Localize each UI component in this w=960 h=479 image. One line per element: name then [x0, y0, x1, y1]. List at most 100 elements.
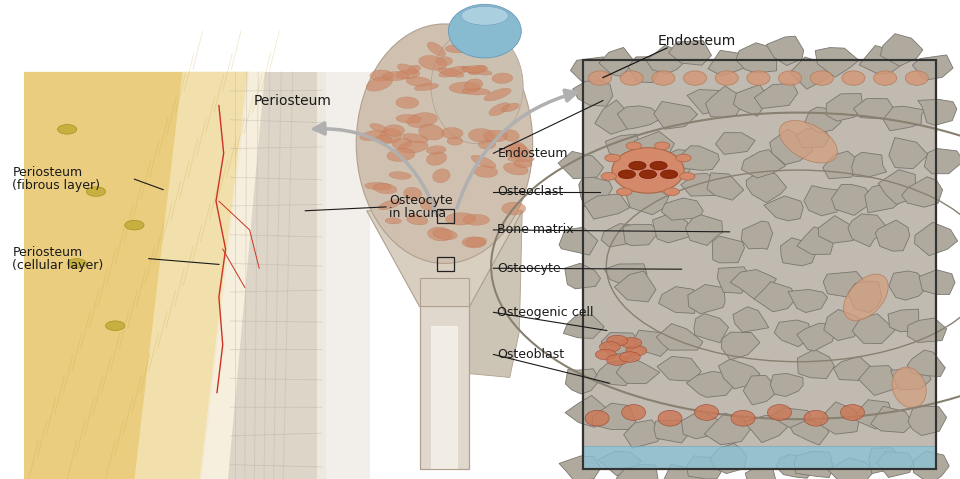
Polygon shape: [853, 99, 896, 119]
Ellipse shape: [892, 367, 926, 408]
Polygon shape: [469, 211, 522, 377]
Ellipse shape: [484, 130, 508, 142]
Circle shape: [626, 345, 647, 356]
Polygon shape: [918, 99, 957, 125]
Polygon shape: [584, 194, 630, 219]
Bar: [367, 72, 373, 479]
Circle shape: [626, 142, 641, 149]
Polygon shape: [686, 456, 724, 479]
Ellipse shape: [427, 42, 445, 57]
Ellipse shape: [462, 66, 488, 73]
Ellipse shape: [360, 130, 387, 140]
Polygon shape: [865, 183, 903, 213]
Ellipse shape: [439, 66, 469, 77]
Ellipse shape: [503, 130, 519, 141]
Polygon shape: [564, 263, 601, 289]
Polygon shape: [668, 41, 711, 65]
Ellipse shape: [810, 71, 833, 85]
Polygon shape: [626, 184, 669, 215]
Bar: [583, 60, 936, 469]
Polygon shape: [228, 72, 322, 479]
Ellipse shape: [780, 121, 837, 163]
Ellipse shape: [438, 68, 464, 77]
Ellipse shape: [484, 88, 511, 101]
Ellipse shape: [398, 141, 428, 153]
Ellipse shape: [492, 73, 513, 83]
Text: Periosteum: Periosteum: [12, 246, 83, 259]
Polygon shape: [736, 43, 777, 73]
Polygon shape: [746, 169, 786, 203]
Polygon shape: [821, 402, 859, 434]
Polygon shape: [601, 224, 636, 247]
Ellipse shape: [732, 411, 755, 426]
Polygon shape: [755, 83, 798, 108]
Polygon shape: [599, 47, 635, 76]
Polygon shape: [558, 151, 604, 179]
Polygon shape: [859, 46, 905, 74]
Polygon shape: [24, 72, 250, 479]
Polygon shape: [915, 222, 958, 256]
Ellipse shape: [462, 88, 490, 95]
Polygon shape: [657, 324, 703, 350]
Ellipse shape: [768, 405, 792, 421]
Text: Osteoblast: Osteoblast: [497, 348, 564, 361]
Ellipse shape: [366, 77, 393, 91]
Polygon shape: [593, 360, 637, 386]
Polygon shape: [848, 214, 888, 247]
Ellipse shape: [468, 65, 486, 75]
Polygon shape: [733, 307, 769, 332]
Ellipse shape: [385, 218, 401, 224]
Polygon shape: [686, 371, 735, 397]
Ellipse shape: [387, 148, 415, 161]
Ellipse shape: [383, 71, 409, 80]
Bar: [583, 446, 936, 469]
Polygon shape: [733, 85, 769, 116]
Ellipse shape: [468, 128, 495, 143]
Circle shape: [605, 154, 620, 162]
Ellipse shape: [465, 79, 483, 91]
Polygon shape: [848, 281, 882, 313]
Polygon shape: [883, 106, 925, 131]
Ellipse shape: [378, 199, 401, 210]
Polygon shape: [688, 285, 725, 314]
Polygon shape: [559, 456, 601, 479]
Polygon shape: [707, 173, 744, 200]
Polygon shape: [780, 238, 816, 266]
Polygon shape: [815, 47, 859, 77]
Polygon shape: [824, 272, 867, 297]
Polygon shape: [790, 420, 828, 445]
Ellipse shape: [905, 71, 928, 85]
Ellipse shape: [471, 155, 496, 168]
Polygon shape: [685, 215, 723, 245]
Ellipse shape: [406, 77, 431, 87]
Polygon shape: [687, 90, 728, 114]
Polygon shape: [712, 236, 745, 263]
Text: Osteocyte: Osteocyte: [497, 262, 561, 275]
Bar: [333, 72, 340, 479]
Circle shape: [58, 125, 77, 134]
Circle shape: [67, 259, 86, 268]
Ellipse shape: [376, 135, 393, 143]
Polygon shape: [797, 323, 833, 351]
Polygon shape: [708, 50, 753, 76]
Polygon shape: [564, 314, 604, 338]
Polygon shape: [565, 369, 600, 394]
Text: Osteogenic cell: Osteogenic cell: [497, 306, 594, 319]
Ellipse shape: [874, 71, 897, 85]
Polygon shape: [824, 309, 863, 341]
Ellipse shape: [804, 411, 828, 426]
Text: in lacuna: in lacuna: [389, 207, 446, 220]
Polygon shape: [601, 332, 639, 355]
Ellipse shape: [508, 156, 535, 162]
Polygon shape: [766, 36, 804, 66]
Polygon shape: [770, 129, 813, 165]
Polygon shape: [595, 100, 639, 134]
Polygon shape: [653, 212, 688, 243]
Polygon shape: [721, 332, 760, 360]
Polygon shape: [654, 102, 698, 129]
Polygon shape: [663, 464, 703, 479]
Polygon shape: [743, 376, 780, 405]
Polygon shape: [869, 448, 903, 474]
Polygon shape: [797, 227, 833, 254]
Circle shape: [599, 342, 620, 352]
